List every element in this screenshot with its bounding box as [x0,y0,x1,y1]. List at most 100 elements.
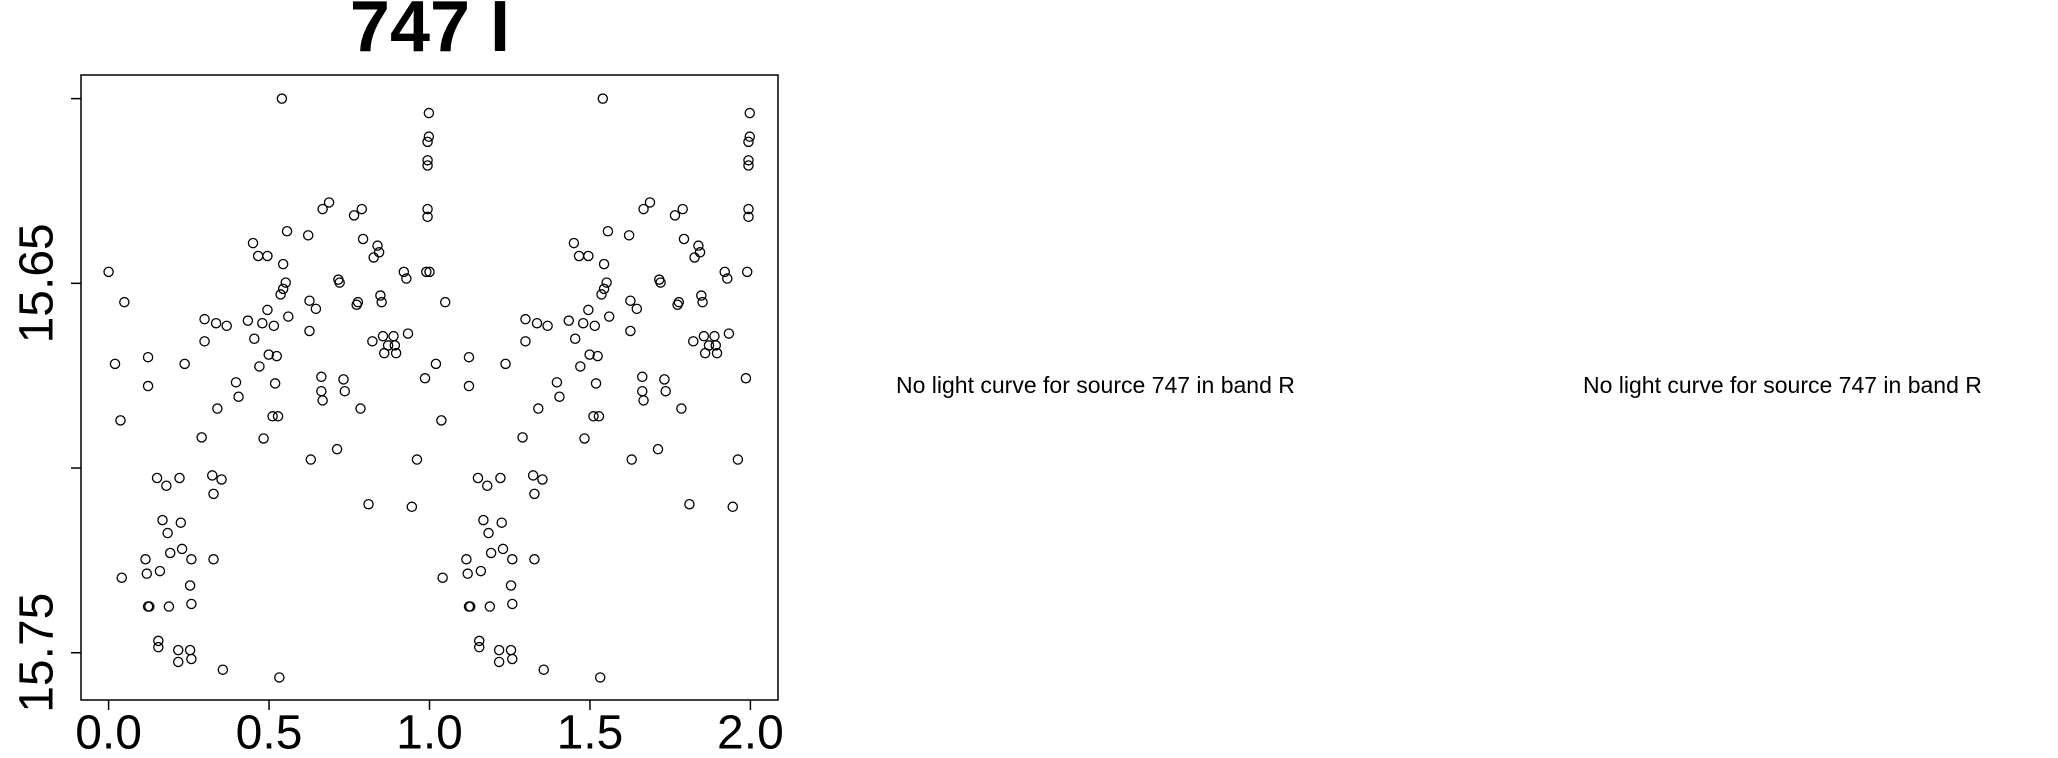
point [157,514,168,526]
point [703,340,715,351]
point [144,601,155,612]
point [603,311,615,322]
point [151,472,163,484]
point [376,296,387,308]
point [743,160,754,171]
point [316,371,327,383]
point [103,266,114,278]
point [684,498,695,510]
point [529,488,540,500]
point [422,155,433,166]
point [199,313,210,325]
point [507,554,518,565]
point [478,514,489,526]
point [375,290,386,301]
point [339,385,351,397]
point [363,498,374,510]
point [584,349,595,360]
point [268,320,280,332]
point [401,273,412,284]
point [317,203,328,215]
point [262,304,273,316]
point [631,303,643,315]
point [334,277,345,288]
point [596,289,607,300]
point [242,315,254,326]
point [154,565,166,577]
point [696,290,707,301]
point [233,391,244,402]
point [163,601,175,612]
point [723,328,735,339]
point [689,252,700,263]
point [590,378,602,389]
point [258,433,269,444]
point [743,155,754,166]
point [439,296,451,308]
point [594,672,606,683]
point [208,488,219,500]
point [744,131,756,142]
point [569,333,581,344]
point [176,543,188,555]
point [588,411,599,422]
point [727,501,739,513]
point [276,93,288,104]
x-tick-label: 1.0 [396,707,463,758]
point [373,247,385,258]
point [462,568,473,579]
point [280,277,291,288]
point [304,295,315,306]
point [542,320,553,332]
point [210,317,222,329]
point [598,258,610,270]
point [357,233,369,245]
point [277,283,289,295]
point [423,107,435,119]
point [257,317,268,329]
point [709,330,720,342]
point [199,336,210,347]
point [589,320,601,332]
point [625,325,636,337]
point [269,378,281,389]
message: No light curve for source 747 in band R [896,372,1295,398]
point [263,349,274,360]
point [179,358,190,370]
point [483,527,494,539]
point [644,197,656,208]
point [271,350,283,362]
point [505,580,517,591]
point [196,432,207,443]
chart-title: 747 I [350,0,510,67]
point [495,472,506,484]
point [694,247,706,258]
point [208,554,219,565]
point [688,336,699,347]
point [323,197,335,208]
point [743,203,754,215]
point [554,391,565,402]
point [140,554,151,565]
point [652,443,664,455]
point [697,296,708,308]
point [593,411,605,422]
point [141,568,153,579]
point [472,472,484,484]
point [741,266,753,278]
y-tick-label: 15.75 [11,593,64,713]
point [423,131,435,142]
point [592,350,603,362]
point [275,289,286,300]
point [372,240,383,251]
point [115,415,126,426]
point [711,347,723,359]
point [174,472,185,484]
point [338,374,349,385]
point [484,601,496,612]
point [473,635,485,647]
point [497,543,509,555]
point [281,225,293,237]
point [531,317,543,329]
